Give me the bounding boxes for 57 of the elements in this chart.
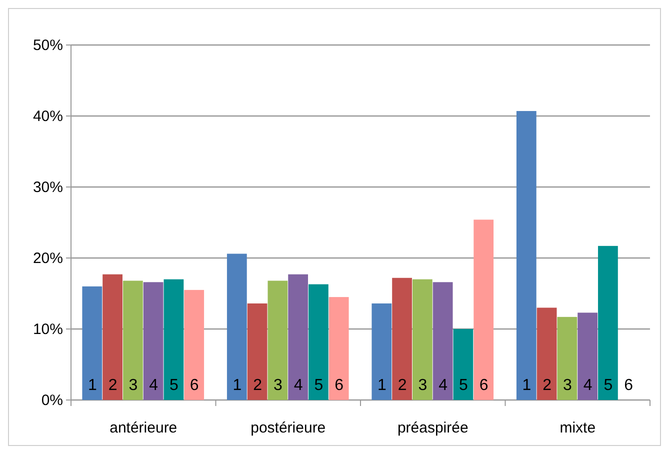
series-label: 5 <box>314 377 324 394</box>
text: 1 <box>88 377 97 394</box>
bar <box>578 312 598 400</box>
y-tick-label: 10% <box>32 320 63 338</box>
bar <box>432 282 453 400</box>
text: 1 <box>522 377 532 394</box>
bar <box>247 303 268 400</box>
bar <box>102 274 122 400</box>
bar <box>288 274 308 400</box>
bar <box>268 280 288 400</box>
bar <box>598 246 618 400</box>
bar <box>453 329 474 400</box>
text: 3 <box>273 377 282 394</box>
y-tick-label: 40% <box>32 108 63 125</box>
text: 2 <box>398 377 407 394</box>
y-tick-label: 30% <box>32 178 63 196</box>
bar <box>328 297 349 400</box>
x-tick-label: postérieure <box>250 420 326 437</box>
bar <box>412 279 432 400</box>
x-tick-label: antérieure <box>110 420 178 437</box>
bar <box>372 303 392 400</box>
bar <box>184 290 204 400</box>
text: 6 <box>624 377 634 394</box>
y-tick-label: 50% <box>32 36 63 54</box>
bar <box>226 254 247 400</box>
text: 4 <box>438 377 448 394</box>
bar <box>308 284 328 400</box>
bar <box>557 316 578 400</box>
text: 2 <box>253 377 262 394</box>
y-tick-label: 20% <box>32 250 63 267</box>
bar <box>143 282 164 400</box>
text: 5 <box>170 377 178 394</box>
bar <box>82 286 102 400</box>
bar <box>164 279 184 400</box>
bar <box>392 278 412 400</box>
x-tick-label: préaspirée <box>397 420 468 437</box>
series-label: 4 <box>149 377 158 394</box>
text: 2 <box>542 377 552 394</box>
series-label: 6 <box>190 377 199 394</box>
text: 5 <box>604 377 613 394</box>
series-label: 3 <box>128 377 138 394</box>
text: 3 <box>562 377 572 394</box>
text: 4 <box>294 377 303 394</box>
x-tick-label: mixte <box>560 420 596 437</box>
bar <box>122 280 143 400</box>
text: 4 <box>583 377 592 394</box>
series-label: 2 <box>108 377 118 394</box>
y-tick-label: 0% <box>41 392 63 409</box>
series-label: 1 <box>232 377 242 394</box>
text: 5 <box>459 377 468 394</box>
bar <box>516 111 536 400</box>
text: 3 <box>418 377 428 394</box>
bar <box>474 220 494 400</box>
text: 6 <box>479 377 488 394</box>
text: 1 <box>377 377 386 394</box>
bar <box>536 308 557 400</box>
text: 6 <box>334 377 344 394</box>
